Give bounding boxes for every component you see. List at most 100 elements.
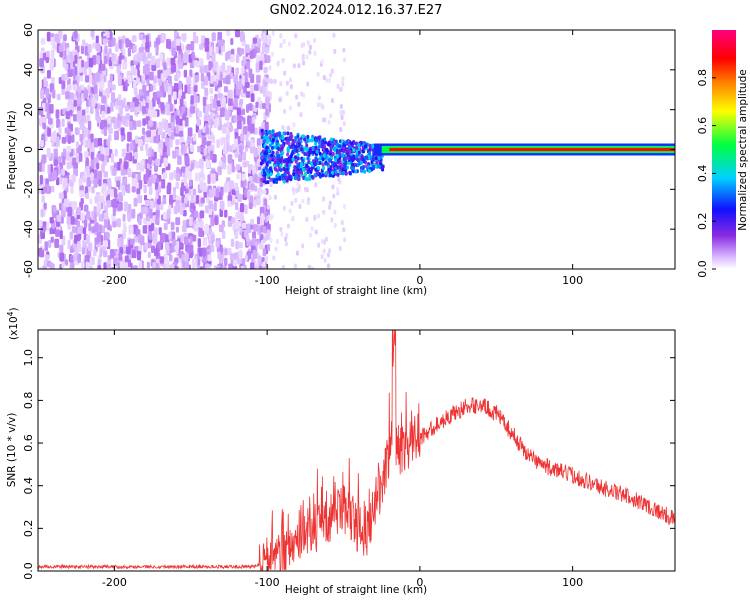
heatmap-cell [58,76,63,84]
heatmap-cell [243,179,247,187]
heatmap-cell [93,169,98,179]
heatmap-cell [199,220,204,229]
heatmap-cell [171,47,176,56]
heatmap-cell [180,234,184,243]
heatmap-cell [52,170,57,181]
heatmap-cell [163,81,169,92]
heatmap-cell [114,148,118,157]
heatmap-cell [311,266,315,269]
heatmap-cell [248,103,253,111]
heatmap-cell [315,149,319,154]
heatmap-cell [342,157,346,162]
heatmap-cell [158,78,162,86]
heatmap-cell [292,122,296,128]
heatmap-cell [351,156,355,161]
heatmap-cell [340,220,344,226]
heatmap-cell [110,101,114,112]
y-tick-label: 0.0 [22,562,35,580]
heatmap-cell [305,152,309,157]
heatmap-cell [336,142,340,147]
heatmap-cell [199,43,204,50]
heatmap-cell [54,238,60,249]
heatmap-cell [167,40,172,49]
heatmap-cell [206,160,211,169]
spectrogram-ylabel: Frequency (Hz) [6,110,18,189]
heatmap-cell [368,143,372,148]
heatmap-cell [306,147,310,152]
heatmap-cell [73,167,77,175]
heatmap-cell [147,251,151,259]
heatmap-cell [326,263,330,269]
heatmap-cell [130,60,134,68]
heatmap-cell [341,81,345,87]
heatmap-cell [197,145,201,153]
heatmap-cell [102,38,107,46]
heatmap-cell [259,60,263,71]
heatmap-cell [336,172,340,177]
heatmap-cell [264,47,270,54]
heatmap-cell [270,153,274,158]
heatmap-cell [158,121,163,132]
heatmap-cell [82,227,87,235]
heatmap-cell [281,125,285,131]
heatmap-cell [94,195,99,204]
heatmap-cell [193,85,198,93]
heatmap-cell [176,72,180,80]
heatmap-cell [59,230,63,240]
heatmap-cell [253,173,258,183]
heatmap-cell [279,153,283,158]
heatmap-cell [113,188,118,198]
snr-frame [37,329,676,572]
heatmap-cell [311,137,315,142]
heatmap-cell [133,197,138,207]
heatmap-cell [53,148,58,157]
heatmap-cell [208,189,214,198]
heatmap-cell [268,143,272,148]
heatmap-cell [189,216,193,227]
heatmap-cell [38,106,44,116]
heatmap-cell [78,86,82,94]
heatmap-cell [102,183,107,190]
heatmap-cell [65,91,70,100]
heatmap-cell [92,55,97,65]
heatmap-cell [124,105,129,112]
heatmap-cell [246,60,251,70]
heatmap-cell [162,197,167,205]
heatmap-cell [240,108,246,115]
heatmap-cell [281,264,285,269]
heatmap-cell [339,104,343,110]
heatmap-cell [241,74,245,85]
heatmap-cell [233,98,238,108]
heatmap-cell [310,226,314,232]
heatmap-cell [369,156,373,161]
heatmap-cell [292,190,296,196]
heatmap-cell [137,138,143,147]
heatmap-cell [269,238,273,244]
heatmap-cell [261,131,265,136]
heatmap-cell [363,169,367,174]
heatmap-cell [67,222,72,230]
heatmap-cell [263,198,268,206]
heatmap-cell [253,224,258,232]
heatmap-cell [201,136,207,146]
heatmap-cell [255,101,259,109]
heatmap-cell [191,51,195,59]
heatmap-cell [153,236,158,245]
x-tick-label: -100 [255,576,280,589]
heatmap-cell [204,87,209,96]
heatmap-cell [132,67,137,76]
heatmap-cell [137,268,141,269]
heatmap-cell [172,150,177,159]
heatmap-cell [261,268,264,269]
heatmap-cell [200,82,205,89]
heatmap-cell [123,226,127,233]
heatmap-cell [78,152,83,162]
heatmap-cell [333,158,337,163]
heatmap-cell [289,144,293,149]
heatmap-cell [266,173,270,178]
heatmap-cell [81,115,87,124]
heatmap-cell [83,67,88,76]
heatmap-cell [302,42,306,48]
heatmap-cell [221,136,227,145]
heatmap-cell [288,105,292,111]
